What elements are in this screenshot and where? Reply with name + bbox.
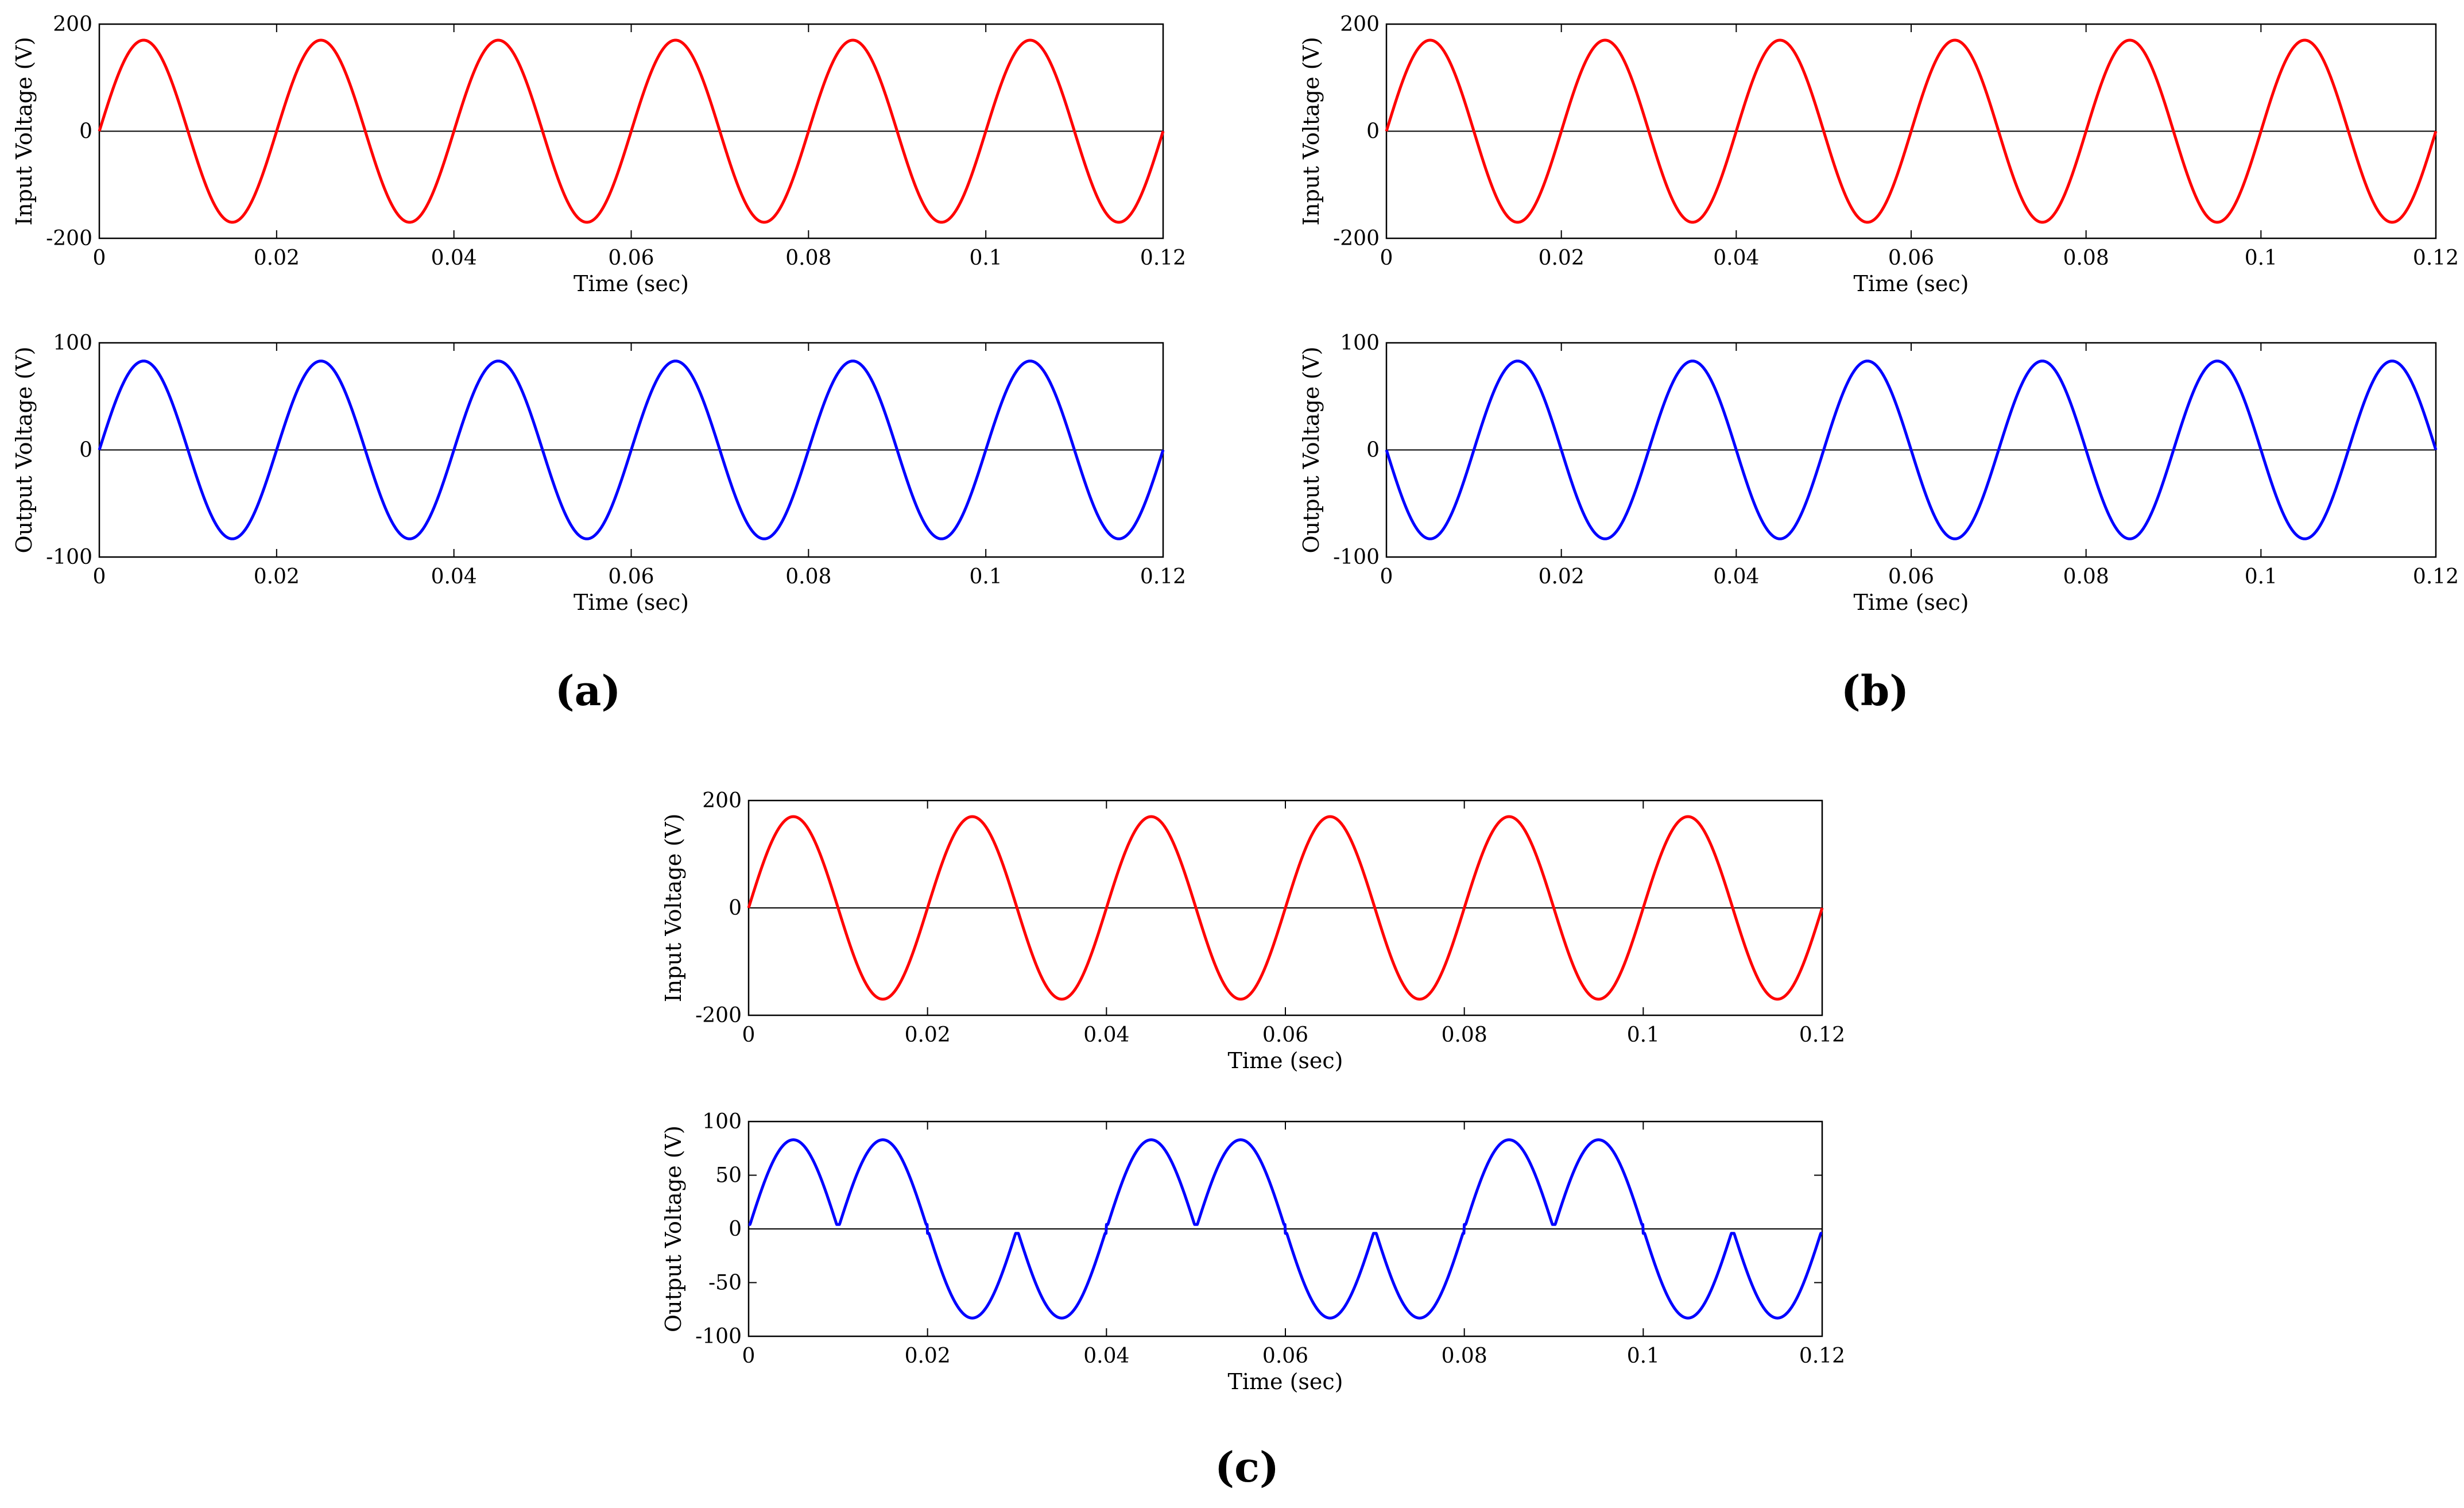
x-tick-label: 0 [93, 565, 106, 589]
x-tick-label: 0.06 [608, 565, 654, 589]
y-tick-label: 50 [715, 1164, 742, 1188]
x-tick-label: 0.06 [1262, 1023, 1308, 1047]
series-line [747, 815, 1824, 1001]
x-tick-label: 0.08 [785, 565, 831, 589]
series-line [1385, 359, 2438, 540]
y-tick-label: 200 [702, 789, 742, 813]
x-axis-label: Time (sec) [574, 590, 689, 615]
y-axis-label: Input Voltage (V) [661, 814, 686, 1003]
y-tick-label: -100 [1333, 546, 1380, 569]
x-tick-label: 0.04 [1083, 1344, 1129, 1368]
x-tick-label: 0.08 [2063, 246, 2109, 270]
x-tick-label: 0.06 [1262, 1344, 1308, 1368]
y-tick-label: -200 [46, 227, 92, 250]
series-line [98, 38, 1165, 224]
x-tick-label: 0.12 [1799, 1344, 1845, 1368]
plot-c-output: 0 0.02 0.04 0.06 0.08 0.1 0.12 -100 -50 0 50 100 Tim… [661, 1110, 1845, 1394]
y-tick-label: 0 [1366, 439, 1380, 462]
x-tick-label: 0.12 [1799, 1023, 1845, 1047]
y-tick-label: 0 [79, 120, 92, 144]
series-line [98, 359, 1165, 540]
x-tick-label: 0.08 [1442, 1023, 1487, 1047]
y-tick-label: -100 [695, 1325, 742, 1348]
x-tick-label: 0.04 [1083, 1023, 1129, 1047]
x-tick-label: 0 [93, 246, 106, 270]
x-tick-label: 0.08 [1442, 1344, 1487, 1368]
panel-label-a: (a) [555, 666, 621, 715]
x-axis-label: Time (sec) [1227, 1369, 1343, 1394]
x-tick-label: 0.06 [1888, 565, 1934, 589]
y-axis-label: Input Voltage (V) [11, 37, 37, 226]
x-tick-label: 0.02 [905, 1023, 951, 1047]
x-tick-label: 0.1 [970, 246, 1002, 270]
x-tick-label: 0.06 [608, 246, 654, 270]
x-tick-label: 0.1 [2245, 246, 2277, 270]
x-tick-label: 0 [742, 1023, 756, 1047]
x-tick-label: 0 [1380, 565, 1393, 589]
x-tick-label: 0.02 [1539, 246, 1584, 270]
x-tick-label: 0.08 [2063, 565, 2109, 589]
x-tick-label: 0.02 [1539, 565, 1584, 589]
x-axis-label: Time (sec) [574, 271, 689, 296]
y-tick-label: 200 [53, 13, 92, 36]
y-tick-label: 100 [1340, 331, 1380, 355]
y-tick-label: -200 [1333, 227, 1380, 250]
y-tick-label: 100 [53, 331, 92, 355]
x-axis-label: Time (sec) [1227, 1048, 1343, 1073]
x-tick-label: 0.04 [1713, 246, 1759, 270]
y-axis-label: Input Voltage (V) [1299, 37, 1324, 226]
y-tick-label: 0 [1366, 120, 1380, 144]
x-tick-label: 0.04 [431, 565, 477, 589]
x-tick-label: 0.12 [1140, 246, 1186, 270]
series-line [1385, 38, 2438, 224]
panel-label-c: (c) [1215, 1443, 1279, 1491]
x-tick-label: 0 [742, 1344, 756, 1368]
x-tick-label: 0.02 [254, 565, 300, 589]
y-tick-label: 100 [702, 1110, 742, 1134]
y-axis-label: Output Voltage (V) [661, 1126, 686, 1332]
x-tick-label: 0.12 [2413, 246, 2459, 270]
x-tick-label: 0.1 [2245, 565, 2277, 589]
x-tick-label: 0.1 [1627, 1344, 1660, 1368]
y-tick-label: 0 [729, 1217, 742, 1241]
y-axis-label: Output Voltage (V) [1299, 347, 1324, 554]
y-tick-label: 0 [79, 439, 92, 462]
x-tick-label: 0.1 [1627, 1023, 1660, 1047]
y-tick-label: 200 [1340, 13, 1380, 36]
x-tick-label: 0.12 [2413, 565, 2459, 589]
y-tick-label: -200 [695, 1004, 742, 1027]
y-tick-label: -100 [46, 546, 92, 569]
series-line [747, 1138, 1823, 1320]
panel-label-b: (b) [1841, 666, 1909, 715]
x-tick-label: 0.04 [1713, 565, 1759, 589]
y-tick-label: 0 [729, 896, 742, 920]
x-tick-label: 0.04 [431, 246, 477, 270]
x-tick-label: 0.02 [254, 246, 300, 270]
x-tick-label: 0.08 [785, 246, 831, 270]
x-tick-label: 0.1 [970, 565, 1002, 589]
y-tick-label: -50 [708, 1271, 742, 1295]
x-axis-label: Time (sec) [1853, 590, 1969, 615]
x-tick-label: 0.02 [905, 1344, 951, 1368]
y-axis-label: Output Voltage (V) [11, 347, 37, 554]
x-tick-label: 0.12 [1140, 565, 1186, 589]
x-tick-label: 0 [1380, 246, 1393, 270]
x-tick-label: 0.06 [1888, 246, 1934, 270]
x-axis-label: Time (sec) [1853, 271, 1969, 296]
